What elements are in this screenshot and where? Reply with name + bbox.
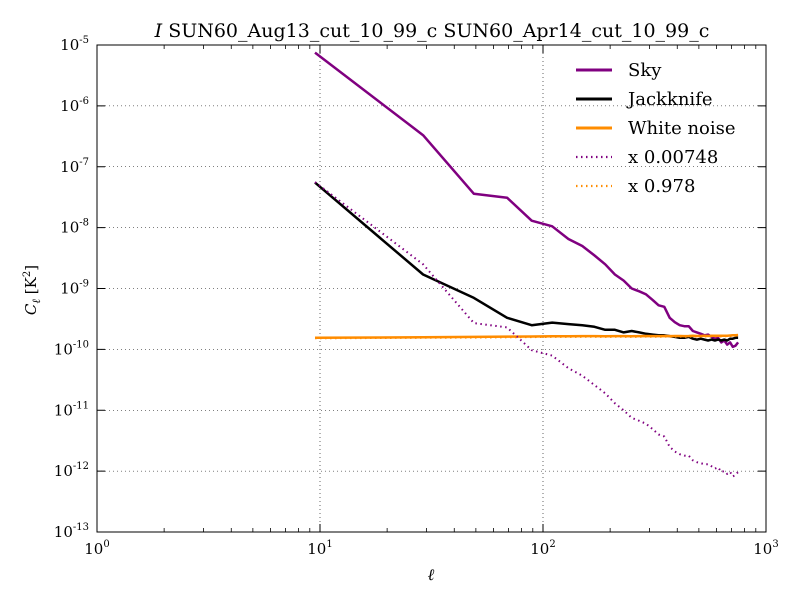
x-tick-label: 102: [530, 539, 555, 558]
y-axis-title: Cℓ [K2]: [22, 265, 43, 315]
legend-label: Jackknife: [626, 89, 713, 110]
legend: Sky Jackknife White noise x 0.00748 x 0.978: [576, 60, 736, 197]
y-tick-label: 10-6: [60, 96, 89, 115]
series-line-x-0-00748: [314, 181, 739, 478]
y-tick-label: 10-13: [54, 522, 89, 541]
chart-title: I SUN60_Aug13_cut_10_99_c SUN60_Apr14_cu…: [154, 20, 710, 42]
y-tick-label: 10-8: [60, 218, 89, 237]
y-tick-label: 10-10: [54, 339, 89, 358]
x-tick-label: 101: [307, 539, 332, 558]
y-tick-label: 10-5: [60, 35, 89, 54]
series-line-x-0-978: [314, 334, 739, 340]
x-tick-label: 100: [84, 539, 109, 558]
y-axis-ticks: 10-13 10-12 10-11 10-10 10-9 10-8 10-7 10-6 10-5: [54, 35, 766, 541]
legend-label: x 0.978: [628, 176, 695, 197]
y-tick-label: 10-12: [54, 461, 89, 480]
legend-label: Sky: [628, 60, 662, 81]
y-tick-label: 10-7: [60, 157, 89, 176]
series-layer: [314, 51, 740, 478]
y-tick-label: 10-11: [54, 400, 89, 419]
x-tick-label: 103: [753, 539, 778, 558]
legend-label: x 0.00748: [628, 147, 718, 168]
x-axis-title: ℓ: [428, 565, 435, 584]
y-tick-label: 10-9: [60, 279, 89, 298]
x-axis-ticks: 100 101 102 103: [84, 45, 779, 558]
legend-label: White noise: [628, 118, 736, 139]
